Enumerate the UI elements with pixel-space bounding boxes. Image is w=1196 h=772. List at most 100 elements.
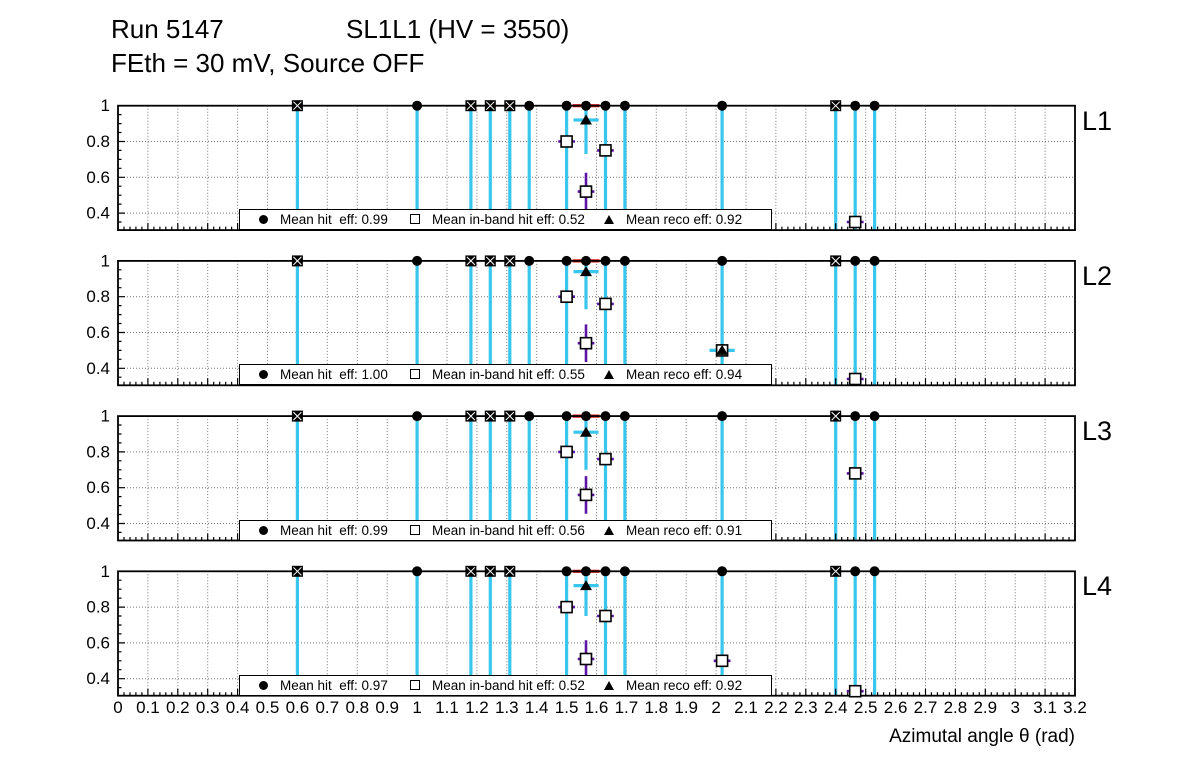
reco-markers (580, 266, 729, 355)
panel-label-l4: L4 (1082, 571, 1113, 601)
filled-circle-marker (717, 566, 728, 577)
filled-triangle-marker (580, 580, 592, 591)
filled-circle-marker (619, 255, 630, 266)
x-tick-label: 2.5 (854, 698, 878, 717)
inband-markers (560, 600, 862, 698)
filled-circle-marker (561, 566, 572, 577)
filled-circle-marker (600, 566, 611, 577)
legend-l3: Mean hit eff: 0.99 Mean in-band hit eff:… (239, 520, 772, 541)
x-tick-label: 2.8 (944, 698, 968, 717)
inband-markers (560, 445, 862, 502)
y-tick-label: 1 (101, 407, 110, 426)
y-tick-label: 0.8 (86, 132, 110, 151)
square-x-pattern (293, 411, 302, 421)
hit-error-bars (295, 105, 877, 231)
x-tick-label: 2.4 (824, 698, 848, 717)
legend-reco-label: Mean reco eff: 0.92 (626, 212, 743, 227)
panel-label-l2: L2 (1082, 261, 1113, 291)
filled-circle-marker (581, 100, 591, 111)
legend-hit-label: Mean hit eff: 0.99 (280, 212, 388, 227)
run-title: Run 5147 (111, 14, 224, 44)
filled-circle-icon (259, 525, 268, 535)
filled-triangle-marker (580, 114, 592, 125)
square-x-pattern (466, 566, 476, 576)
y-tick-label: 0.8 (86, 442, 110, 461)
open-square-icon (410, 525, 420, 535)
x-tick-label: 3.2 (1063, 698, 1087, 717)
filled-circle-marker (600, 255, 611, 266)
y-tick-label: 0.8 (86, 287, 110, 306)
x-tick-label: 2.1 (734, 698, 758, 717)
open-square-marker (579, 336, 593, 350)
filled-circle-marker (561, 255, 572, 266)
filled-triangle-marker (716, 344, 729, 355)
open-square-marker (848, 467, 862, 480)
open-square-marker (599, 452, 612, 466)
hit-markers (291, 255, 880, 267)
open-square-marker (599, 609, 612, 623)
hit-markers (291, 565, 880, 577)
legend-hit-label: Mean hit eff: 0.97 (280, 678, 388, 693)
x-tick-label: 1.1 (435, 698, 459, 717)
x-tick-label: 0 (113, 698, 122, 717)
hit-markers (291, 100, 880, 112)
square-x-pattern (831, 256, 841, 266)
legend-inband-label: Mean in-band hit eff: 0.52 (432, 678, 585, 693)
filled-triangle-icon (604, 215, 614, 224)
legend-reco-label: Mean reco eff: 0.94 (626, 367, 743, 382)
x-tick-label: 1 (412, 698, 421, 717)
filled-circle-marker (869, 100, 880, 111)
filled-circle-marker (869, 411, 880, 422)
filled-circle-marker (412, 255, 423, 266)
filled-circle-marker (412, 100, 423, 111)
open-square-icon (410, 369, 420, 379)
open-square-marker (579, 488, 593, 502)
filled-triangle-marker (580, 266, 592, 277)
legend-reco-label: Mean reco eff: 0.92 (626, 678, 743, 693)
x-tick-label: 1.6 (585, 698, 609, 717)
open-square-marker (848, 372, 862, 386)
x-tick-label: 2.6 (884, 698, 908, 717)
panel-label-l3: L3 (1082, 416, 1113, 446)
reco-error-bars (573, 270, 735, 352)
x-tick-label: 0.6 (286, 698, 310, 717)
panel-L3: 1 0.8 0.6 0.4 (86, 407, 1076, 542)
filled-triangle-icon (604, 526, 614, 535)
x-tick-label: 0.9 (375, 698, 399, 717)
x-tick-label: 1.7 (615, 698, 639, 717)
filled-circle-marker (581, 255, 591, 266)
open-square-marker (715, 654, 729, 668)
y-tick-label: 0.6 (86, 323, 110, 342)
legend-inband-label: Mean in-band hit eff: 0.52 (432, 212, 585, 227)
filled-circle-marker (412, 411, 423, 422)
detector-title: SL1L1 (HV = 3550) (346, 14, 570, 44)
reco-markers (580, 114, 592, 125)
filled-circle-icon (259, 680, 268, 690)
square-x-pattern (505, 101, 515, 111)
open-square-marker (848, 684, 862, 698)
filled-circle-marker (850, 100, 861, 111)
filled-circle-marker (524, 255, 535, 266)
panel-L1: 1 0.8 0.6 0.4 (86, 96, 1076, 231)
open-square-icon (410, 214, 420, 224)
legend-l4: Mean hit eff: 0.97 Mean in-band hit eff:… (239, 675, 772, 696)
conditions-subtitle: FEth = 30 mV, Source OFF (111, 48, 425, 78)
open-square-marker (579, 185, 593, 198)
panel-label-l1: L1 (1082, 106, 1113, 136)
x-tick-label: 1.5 (555, 698, 579, 717)
square-x-pattern (831, 566, 841, 576)
reco-markers (580, 580, 592, 591)
y-tick-label: 0.8 (86, 598, 110, 617)
square-x-pattern (293, 566, 302, 576)
filled-circle-marker (412, 566, 423, 577)
filled-circle-icon (259, 214, 268, 224)
x-tick-label: 0.7 (315, 698, 339, 717)
x-tick-label: 2.9 (973, 698, 997, 717)
legend-hit-label: Mean hit eff: 1.00 (280, 367, 388, 382)
filled-circle-marker (581, 411, 591, 422)
filled-circle-marker (561, 411, 572, 422)
x-tick-label: 0.8 (345, 698, 369, 717)
y-tick-label: 0.6 (86, 633, 110, 652)
x-tick-label: 1.2 (465, 698, 489, 717)
x-tick-label: 1.9 (674, 698, 698, 717)
